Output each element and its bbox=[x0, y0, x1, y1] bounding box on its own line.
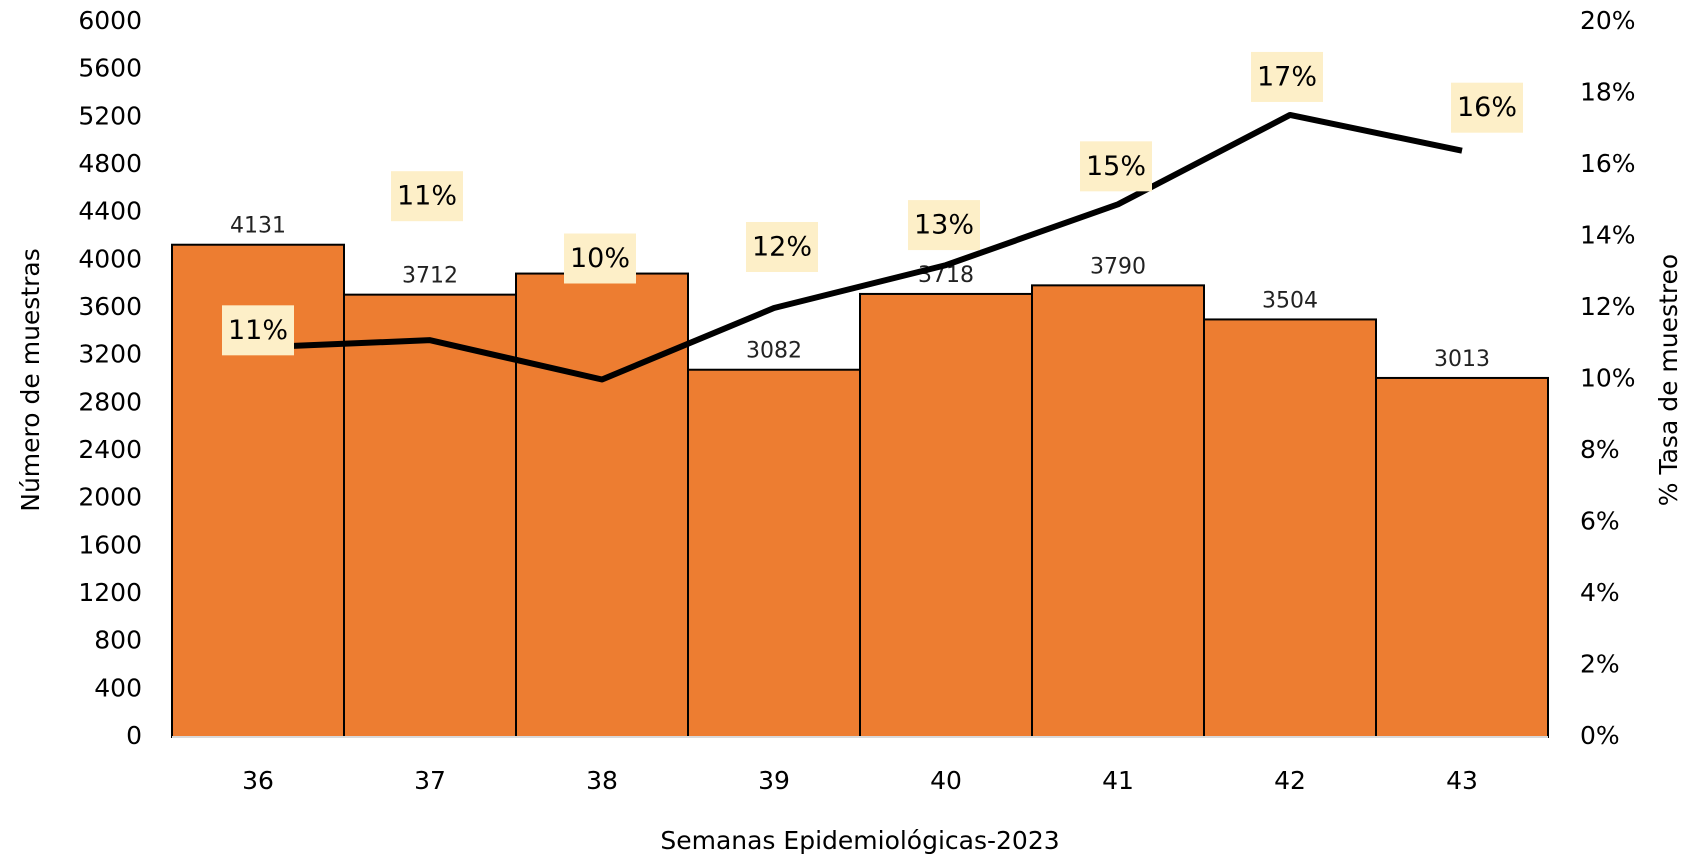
y2-tick-label: 16% bbox=[1580, 149, 1636, 178]
y-tick-label: 800 bbox=[94, 626, 142, 655]
x-tick-label: 41 bbox=[1102, 766, 1134, 795]
line-value-label: 11% bbox=[228, 315, 288, 346]
x-tick-label: 43 bbox=[1446, 766, 1478, 795]
line-value-label: 17% bbox=[1257, 61, 1317, 92]
y-tick-label: 0 bbox=[126, 721, 142, 750]
y-tick-label: 4400 bbox=[78, 197, 142, 226]
label-box bbox=[564, 233, 636, 284]
y-tick-label: 4000 bbox=[78, 244, 142, 273]
bar-value-label: 3790 bbox=[1090, 254, 1146, 279]
y-tick-label: 1600 bbox=[78, 530, 142, 559]
line-value-label: 11% bbox=[397, 181, 457, 212]
y2-tick-label: 8% bbox=[1580, 435, 1620, 464]
y2-tick-label: 6% bbox=[1580, 507, 1620, 536]
bar-value-label: 3013 bbox=[1434, 347, 1490, 372]
y2-tick-label: 14% bbox=[1580, 221, 1636, 250]
y-tick-label: 5600 bbox=[78, 54, 142, 83]
line bbox=[257, 111, 1463, 383]
x-axis-label: Semanas Epidemiológicas-2023 bbox=[660, 826, 1059, 855]
bar bbox=[859, 292, 1033, 738]
y-tick-label: 6000 bbox=[78, 6, 142, 35]
bar bbox=[1031, 284, 1205, 738]
bar-value-label: 3082 bbox=[746, 339, 802, 364]
bar bbox=[343, 293, 517, 738]
y2-tick-label: 20% bbox=[1580, 6, 1636, 35]
bar-value-label: 4131 bbox=[230, 214, 286, 239]
y-tick-label: 2400 bbox=[78, 435, 142, 464]
y-tick-label: 5200 bbox=[78, 101, 142, 130]
x-tick-label: 42 bbox=[1274, 766, 1306, 795]
label-box bbox=[1251, 51, 1323, 102]
y2-axis-label: % Tasa de muestreo bbox=[1654, 254, 1683, 506]
bar bbox=[1375, 376, 1549, 738]
y2-tick-label: 2% bbox=[1580, 650, 1620, 679]
label-box bbox=[746, 222, 818, 272]
x-tick-label: 40 bbox=[930, 766, 962, 795]
x-tick-label: 36 bbox=[242, 766, 274, 795]
bar-value-label: 3712 bbox=[402, 264, 458, 289]
label-box bbox=[391, 171, 463, 222]
y2-tick-label: 4% bbox=[1580, 578, 1620, 607]
y-axis-label: Número de muestras bbox=[16, 248, 45, 511]
bar-value-label: 3504 bbox=[1262, 288, 1318, 313]
y2-tick-label: 0% bbox=[1580, 721, 1620, 750]
line-value-label: 13% bbox=[914, 210, 974, 241]
y-tick-label: 400 bbox=[94, 673, 142, 702]
line-value-label: 12% bbox=[752, 232, 812, 263]
label-box bbox=[1080, 141, 1152, 192]
y-tick-label: 4800 bbox=[78, 149, 142, 178]
x-tick-label: 38 bbox=[586, 766, 618, 795]
x-tick-label: 37 bbox=[414, 766, 446, 795]
y2-tick-label: 18% bbox=[1580, 78, 1636, 107]
y-tick-label: 2000 bbox=[78, 483, 142, 512]
line-value-label: 10% bbox=[570, 243, 630, 274]
bar bbox=[1203, 318, 1377, 738]
y-tick-label: 3200 bbox=[78, 340, 142, 369]
label-box bbox=[222, 305, 294, 356]
y-tick-label: 3600 bbox=[78, 292, 142, 321]
y2-tick-label: 12% bbox=[1580, 292, 1636, 321]
label-box bbox=[908, 200, 980, 251]
y-tick-label: 1200 bbox=[78, 578, 142, 607]
y-tick-label: 2800 bbox=[78, 387, 142, 416]
label-box bbox=[1451, 82, 1523, 133]
x-tick-label: 39 bbox=[758, 766, 790, 795]
y2-tick-label: 10% bbox=[1580, 364, 1636, 393]
line-value-label: 15% bbox=[1086, 151, 1146, 182]
bar bbox=[515, 272, 689, 738]
line-value-label: 16% bbox=[1457, 92, 1517, 123]
bar bbox=[687, 368, 861, 738]
